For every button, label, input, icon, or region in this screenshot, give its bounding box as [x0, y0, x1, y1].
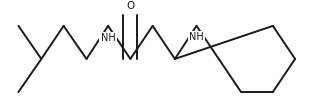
Text: NH: NH — [101, 33, 115, 43]
Text: O: O — [126, 1, 135, 11]
Text: NH: NH — [189, 32, 204, 42]
